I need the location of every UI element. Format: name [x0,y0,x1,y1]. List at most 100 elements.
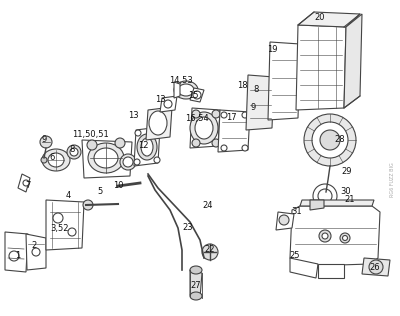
Text: 9: 9 [250,104,256,112]
Polygon shape [174,82,180,98]
Text: 12: 12 [138,141,148,149]
Text: 10: 10 [113,180,123,190]
Ellipse shape [137,134,157,160]
Circle shape [202,244,218,260]
Text: 3,52: 3,52 [51,223,69,233]
Circle shape [154,157,160,163]
Circle shape [279,215,289,225]
Polygon shape [160,96,177,112]
Polygon shape [300,200,374,206]
Circle shape [53,213,63,223]
Text: 24: 24 [203,200,213,210]
Circle shape [193,91,201,99]
Text: 1: 1 [15,252,21,260]
Text: RG6 FUZZ BIG: RG6 FUZZ BIG [390,163,396,198]
Polygon shape [318,264,344,278]
Circle shape [192,110,200,118]
Circle shape [313,184,337,208]
Ellipse shape [149,111,167,135]
Text: 22: 22 [205,246,215,254]
Circle shape [319,230,331,242]
Text: 28: 28 [335,136,345,144]
Text: 9: 9 [41,136,47,144]
Circle shape [115,138,125,148]
Polygon shape [362,258,390,276]
Circle shape [135,130,141,136]
Text: 29: 29 [342,167,352,177]
Circle shape [120,154,136,170]
Circle shape [212,110,220,118]
Text: 31: 31 [292,208,302,216]
Circle shape [83,200,93,210]
Circle shape [32,248,40,256]
Circle shape [249,103,259,113]
Text: 5: 5 [97,187,103,197]
Text: 23: 23 [183,223,193,233]
Polygon shape [276,212,294,230]
Polygon shape [134,127,160,166]
Text: 7: 7 [25,180,31,190]
Circle shape [318,189,332,203]
Circle shape [70,148,78,156]
Polygon shape [190,88,204,102]
Ellipse shape [52,232,64,240]
Polygon shape [190,108,220,148]
Text: 21: 21 [345,196,355,204]
Polygon shape [5,232,28,272]
Ellipse shape [94,148,118,168]
Ellipse shape [141,138,153,156]
Text: 20: 20 [315,14,325,22]
Text: 25: 25 [290,251,300,259]
Circle shape [68,228,76,236]
Circle shape [340,233,350,243]
Ellipse shape [49,230,67,242]
Circle shape [322,233,328,239]
Polygon shape [296,25,346,110]
Polygon shape [190,270,202,298]
Ellipse shape [48,153,64,167]
Circle shape [40,136,52,148]
Circle shape [221,112,227,118]
Circle shape [221,145,227,151]
Circle shape [9,251,19,261]
Ellipse shape [190,266,202,274]
Text: 26: 26 [370,264,380,272]
Text: 15: 15 [188,90,198,100]
Circle shape [123,157,133,167]
Text: 8: 8 [69,145,75,155]
Text: 14,53: 14,53 [169,76,193,84]
Text: 8: 8 [253,86,259,94]
Polygon shape [46,200,84,250]
Circle shape [154,128,160,134]
Polygon shape [146,107,172,140]
Circle shape [251,84,263,96]
Text: 2: 2 [31,241,37,251]
Text: 6: 6 [49,154,55,162]
Circle shape [23,180,29,186]
Ellipse shape [190,292,202,300]
Polygon shape [26,234,46,270]
Text: 18: 18 [237,81,247,89]
Polygon shape [310,200,324,210]
Circle shape [134,159,140,165]
Text: 19: 19 [267,46,277,54]
Ellipse shape [178,84,194,96]
Polygon shape [290,258,318,278]
Text: 13: 13 [128,111,138,119]
Text: 11,50,51: 11,50,51 [72,131,108,139]
Polygon shape [298,12,360,27]
Circle shape [87,140,97,150]
Ellipse shape [174,81,198,99]
Text: 17: 17 [226,113,236,123]
Polygon shape [218,110,250,152]
Text: 13: 13 [155,95,165,105]
Circle shape [164,100,172,108]
Circle shape [41,157,47,163]
Circle shape [242,145,248,151]
Ellipse shape [42,149,70,171]
Circle shape [212,139,220,147]
Polygon shape [82,140,132,178]
Circle shape [192,139,200,147]
Circle shape [304,114,356,166]
Circle shape [254,87,260,93]
